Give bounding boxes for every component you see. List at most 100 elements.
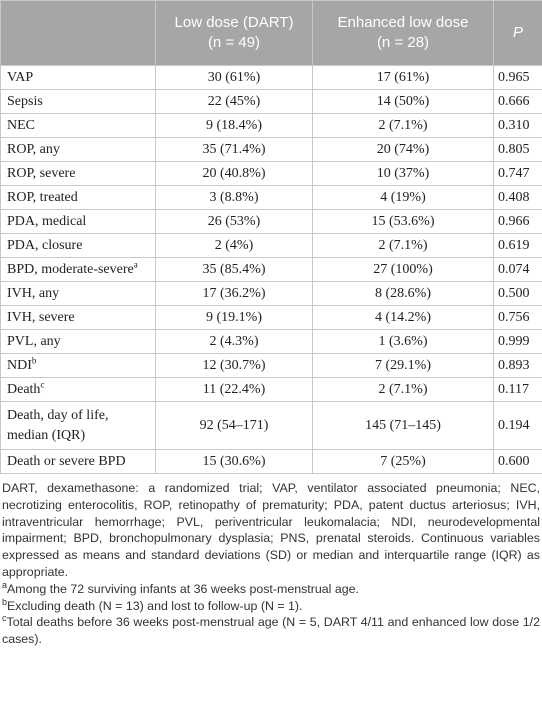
header-cell: P [493,0,542,66]
row-label: NEC [7,118,35,133]
table-row: ROP, severe 20 (40.8%) 10 (37%) 0.747 [0,161,542,186]
enhanced-dose-cell: 2 (7.1%) [312,377,494,402]
table-row: NEC 9 (18.4%) 2 (7.1%) 0.310 [0,113,542,138]
low-dose-cell: 12 (30.7%) [155,353,313,378]
row-label-cell: Death or severe BPD [0,449,156,474]
footnote-marker: a [2,579,8,590]
p-value-cell: 0.310 [493,113,542,138]
p-value-cell: 0.619 [493,233,542,258]
enhanced-dose-cell: 1 (3.6%) [312,329,494,354]
footnote: cTotal deaths before 36 weeks post-menst… [2,614,540,648]
row-label-cell: ROP, severe [0,161,156,186]
enhanced-dose-cell: 8 (28.6%) [312,281,494,306]
row-label: IVH, severe [7,310,75,325]
p-value-cell: 0.666 [493,89,542,114]
table-body: VAP 30 (61%) 17 (61%) 0.965 Sepsis 22 (45%) 14… [0,65,542,474]
row-label: Death or severe BPD [7,454,126,469]
low-dose-cell: 3 (8.8%) [155,185,313,210]
low-dose-cell: 15 (30.6%) [155,449,313,474]
p-value-cell: 0.600 [493,449,542,474]
p-value-cell: 0.074 [493,257,542,282]
row-label: ROP, severe [7,166,76,181]
header-text: Enhanced low dose [337,14,469,31]
low-dose-cell: 26 (53%) [155,209,313,234]
p-value-cell: 0.999 [493,329,542,354]
row-label-cell: BPD, moderate-severea [0,257,156,282]
enhanced-dose-cell: 4 (19%) [312,185,494,210]
low-dose-cell: 35 (85.4%) [155,257,313,282]
header-text: P [512,24,523,41]
footnote-text: Total deaths before 36 weeks post-menstr… [2,615,540,647]
p-value-cell: 0.194 [493,401,542,450]
table-row: IVH, severe 9 (19.1%) 4 (14.2%) 0.756 [0,305,542,330]
footnote-marker: c [2,613,7,624]
table-row: Deathc 11 (22.4%) 2 (7.1%) 0.117 [0,377,542,402]
low-dose-cell: 22 (45%) [155,89,313,114]
row-label-cell: NEC [0,113,156,138]
table-row: NDIb 12 (30.7%) 7 (29.1%) 0.893 [0,353,542,378]
row-label-cell: PDA, medical [0,209,156,234]
table-row: Sepsis 22 (45%) 14 (50%) 0.666 [0,89,542,114]
table-row: BPD, moderate-severea 35 (85.4%) 27 (100%)… [0,257,542,282]
low-dose-cell: 11 (22.4%) [155,377,313,402]
enhanced-dose-cell: 145 (71–145) [312,401,494,450]
header-subtext: (n = 28) [376,34,430,51]
header-cell: Low dose (DART) (n = 49) [155,0,313,66]
footnote: bExcluding death (N = 13) and lost to fo… [2,596,540,615]
enhanced-dose-cell: 10 (37%) [312,161,494,186]
p-value-cell: 0.966 [493,209,542,234]
low-dose-cell: 30 (61%) [155,65,313,90]
row-label: NDI [7,358,32,373]
enhanced-dose-cell: 7 (25%) [312,449,494,474]
p-value-cell: 0.500 [493,281,542,306]
row-label-cell: Deathc [0,377,156,402]
table-row: Death or severe BPD 15 (30.6%) 7 (25%) 0.60… [0,449,542,474]
enhanced-dose-cell: 17 (61%) [312,65,494,90]
abbreviations: DART, dexamethasone: a randomized trial;… [2,481,540,579]
p-value-cell: 0.965 [493,65,542,90]
table-row: ROP, any 35 (71.4%) 20 (74%) 0.805 [0,137,542,162]
row-label: Death [7,382,41,397]
p-value-cell: 0.756 [493,305,542,330]
footnote-marker: a [133,259,138,270]
table-row: PDA, medical 26 (53%) 15 (53.6%) 0.966 [0,209,542,234]
table-row: VAP 30 (61%) 17 (61%) 0.965 [0,65,542,90]
enhanced-dose-cell: 20 (74%) [312,137,494,162]
enhanced-dose-cell: 27 (100%) [312,257,494,282]
footnotes: DART, dexamethasone: a randomized trial;… [0,474,542,648]
row-label: Death, day of life, median (IQR) [7,407,109,443]
footnote-text: Excluding death (N = 13) and lost to fol… [7,598,303,613]
row-label: PDA, medical [7,214,87,229]
row-label: IVH, any [7,286,60,301]
footnote-text: Among the 72 surviving infants at 36 wee… [7,581,359,596]
table-row: Death, day of life, median (IQR) 92 (54–1… [0,401,542,450]
row-label-cell: ROP, any [0,137,156,162]
table-row: ROP, treated 3 (8.8%) 4 (19%) 0.408 [0,185,542,210]
header-text: Low dose (DART) [174,14,294,31]
row-label-cell: ROP, treated [0,185,156,210]
low-dose-cell: 35 (71.4%) [155,137,313,162]
p-value-cell: 0.117 [493,377,542,402]
row-label: ROP, treated [7,190,78,205]
enhanced-dose-cell: 14 (50%) [312,89,494,114]
table-row: PDA, closure 2 (4%) 2 (7.1%) 0.619 [0,233,542,258]
enhanced-dose-cell: 7 (29.1%) [312,353,494,378]
row-label: VAP [7,70,34,85]
row-label-cell: IVH, severe [0,305,156,330]
table-row: IVH, any 17 (36.2%) 8 (28.6%) 0.500 [0,281,542,306]
row-label-cell: IVH, any [0,281,156,306]
header-cell [0,0,156,66]
p-value-cell: 0.408 [493,185,542,210]
enhanced-dose-cell: 4 (14.2%) [312,305,494,330]
enhanced-dose-cell: 15 (53.6%) [312,209,494,234]
enhanced-dose-cell: 2 (7.1%) [312,113,494,138]
row-label: PVL, any [7,334,61,349]
header-cell: Enhanced low dose (n = 28) [312,0,494,66]
low-dose-cell: 20 (40.8%) [155,161,313,186]
row-label-cell: PDA, closure [0,233,156,258]
low-dose-cell: 2 (4%) [155,233,313,258]
footnote-marker: b [2,596,8,607]
low-dose-cell: 17 (36.2%) [155,281,313,306]
enhanced-dose-cell: 2 (7.1%) [312,233,494,258]
